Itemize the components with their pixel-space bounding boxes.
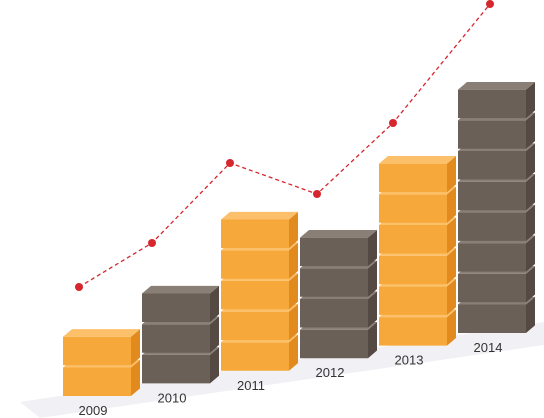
- bar-2011: [221, 211, 298, 371]
- tick-label-2014: 2014: [474, 340, 503, 355]
- bar-block: [63, 329, 140, 366]
- block-side: [526, 266, 535, 303]
- trend-markers: [75, 0, 494, 291]
- block-side: [289, 303, 298, 341]
- tick-label-2010: 2010: [158, 390, 187, 405]
- block-front: [458, 212, 526, 241]
- block-front: [379, 225, 447, 254]
- block-front: [458, 181, 526, 211]
- block-side: [289, 334, 298, 371]
- block-front: [458, 151, 526, 180]
- block-side: [368, 229, 377, 267]
- block-side: [131, 329, 140, 366]
- block-front: [221, 311, 289, 341]
- bar-block: [458, 81, 535, 119]
- trend-point-2012: [313, 190, 321, 198]
- block-front: [300, 268, 368, 297]
- block-front: [458, 120, 526, 149]
- tick-label-2012: 2012: [316, 365, 345, 380]
- trend-point-2011: [226, 159, 234, 167]
- block-front: [379, 255, 447, 285]
- block-front: [458, 89, 526, 119]
- block-front: [300, 299, 368, 328]
- block-top: [300, 229, 377, 238]
- block-side: [289, 242, 298, 279]
- bar-2013: [379, 155, 456, 346]
- block-top: [221, 211, 298, 220]
- trend-point-2014: [486, 0, 494, 8]
- bar-2010: [142, 285, 219, 384]
- block-front: [458, 273, 526, 303]
- block-front: [221, 280, 289, 310]
- block-top: [142, 285, 219, 294]
- trend-point-2010: [148, 239, 156, 247]
- block-front: [142, 293, 210, 322]
- year-labels: 2009 2010 2011 2012 2013 2014: [79, 340, 503, 418]
- tick-label-2013: 2013: [395, 353, 424, 368]
- block-side: [447, 278, 456, 315]
- block-front: [221, 342, 289, 371]
- trend-line: [78, 3, 491, 288]
- bar-2014: [458, 81, 535, 333]
- block-side: [526, 204, 535, 241]
- block-side: [289, 273, 298, 310]
- block-front: [63, 367, 131, 396]
- block-top: [458, 81, 535, 90]
- block-front: [379, 163, 447, 193]
- block-front: [63, 336, 131, 366]
- block-side: [289, 211, 298, 248]
- block-side: [526, 112, 535, 149]
- block-side: [447, 309, 456, 346]
- block-side: [526, 296, 535, 333]
- block-side: [526, 235, 535, 272]
- block-side: [447, 248, 456, 285]
- block-side: [210, 316, 219, 353]
- tick-label-2011: 2011: [237, 378, 265, 393]
- block-top: [63, 329, 140, 337]
- block-side: [526, 81, 535, 119]
- block-front: [300, 237, 368, 267]
- block-side: [447, 155, 456, 193]
- block-side: [368, 322, 377, 359]
- trend-point-2013: [389, 119, 397, 127]
- trend-point-2009: [75, 283, 83, 291]
- bar-2012: [300, 229, 377, 359]
- block-side: [368, 260, 377, 297]
- block-side: [447, 186, 456, 223]
- block-side: [210, 347, 219, 384]
- bar-block: [221, 211, 298, 248]
- block-front: [221, 219, 289, 248]
- block-side: [131, 359, 140, 396]
- bar-block: [379, 155, 456, 193]
- block-front: [221, 250, 289, 279]
- block-top: [379, 155, 456, 164]
- block-front: [379, 317, 447, 346]
- block-front: [458, 243, 526, 272]
- block-front: [142, 324, 210, 353]
- block-side: [210, 285, 219, 322]
- bar-block: [300, 229, 377, 267]
- block-front: [379, 286, 447, 315]
- block-side: [368, 291, 377, 328]
- tick-label-2009: 2009: [79, 403, 108, 418]
- block-front: [379, 194, 447, 223]
- block-front: [300, 329, 368, 359]
- block-side: [526, 174, 535, 211]
- bar-2009: [63, 329, 140, 396]
- bar-block: [142, 285, 219, 322]
- block-front: [142, 354, 210, 384]
- block-side: [526, 143, 535, 180]
- block-side: [447, 217, 456, 254]
- bar-group: [63, 81, 535, 396]
- block-front: [458, 304, 526, 333]
